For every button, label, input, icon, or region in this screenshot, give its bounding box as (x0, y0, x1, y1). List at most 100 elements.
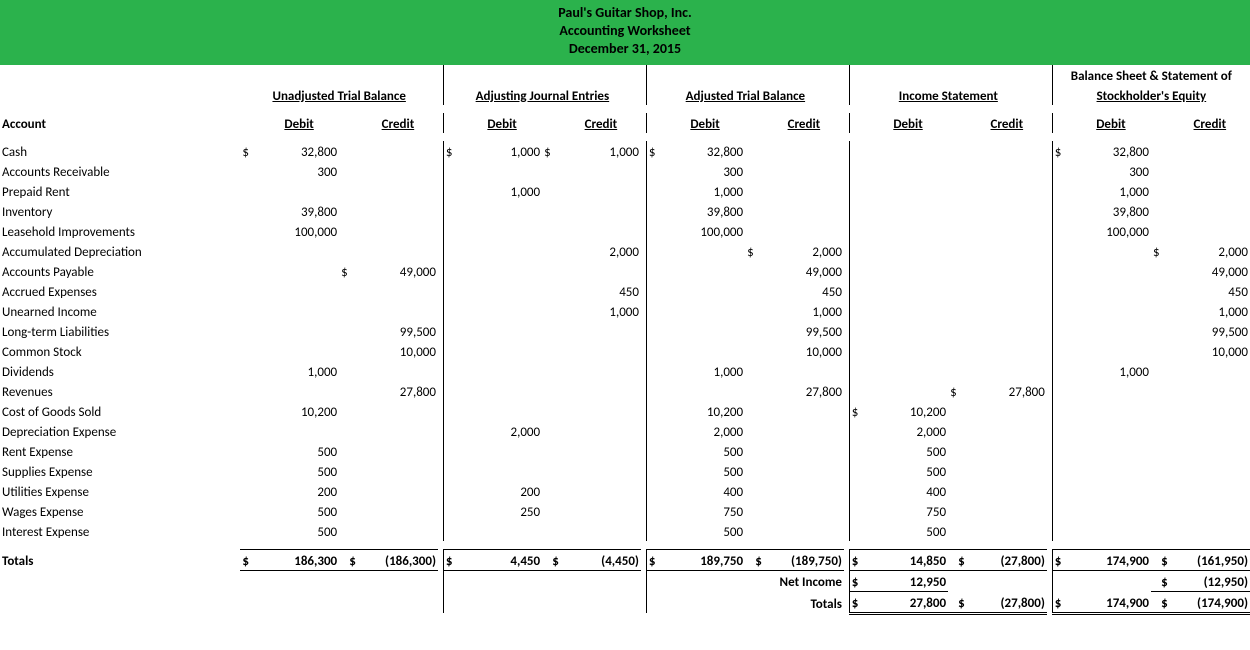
cell-value (358, 461, 438, 481)
cell-value: 10,000 (764, 341, 844, 361)
cell-value (259, 181, 339, 201)
cell-value: 49,000 (1170, 261, 1250, 281)
section-header-adjusting: Adjusting Journal Entries (443, 65, 641, 105)
cell-value (1170, 501, 1250, 521)
cell-value (1071, 521, 1151, 541)
cell-value (358, 221, 438, 241)
cell-value (1071, 421, 1151, 441)
cell-value (462, 381, 542, 401)
col-debit-5: Debit (1071, 113, 1151, 133)
cell-value (561, 501, 641, 521)
cell-value (764, 201, 844, 221)
cell-value (561, 321, 641, 341)
account-name: Interest Expense (0, 521, 240, 541)
cell-value (967, 501, 1047, 521)
cell-value (1071, 241, 1151, 261)
cell-value (1071, 401, 1151, 421)
cell-value (1170, 161, 1250, 181)
cell-value (561, 521, 641, 541)
cell-value (967, 441, 1047, 461)
cell-value: 750 (665, 501, 745, 521)
cell-value (259, 281, 339, 301)
cell-value (358, 501, 438, 521)
cell-value: 500 (868, 441, 948, 461)
final-totals-s4c: (27,800) (967, 591, 1047, 613)
cell-value (358, 201, 438, 221)
account-row: Revenues27,80027,800$27,800 (0, 381, 1250, 401)
cell-value: 1,000 (665, 361, 745, 381)
cell-value: 2,000 (561, 241, 641, 261)
totals-s2c: (4,450) (561, 549, 641, 570)
cell-value (1170, 481, 1250, 501)
cell-value (561, 401, 641, 421)
cell-value: 99,500 (358, 321, 438, 341)
header-line2: Accounting Worksheet (0, 22, 1250, 40)
cell-value (764, 221, 844, 241)
cell-value (1170, 381, 1250, 401)
cell-value (358, 241, 438, 261)
cell-value (967, 481, 1047, 501)
cell-value: 450 (561, 281, 641, 301)
cell-value (967, 401, 1047, 421)
cell-value (462, 301, 542, 321)
cell-value (358, 401, 438, 421)
cell-value (868, 321, 948, 341)
cell-value (462, 281, 542, 301)
cell-value: 300 (665, 161, 745, 181)
account-row: Accounts Receivable300300300 (0, 161, 1250, 181)
account-row: Rent Expense500500500 (0, 441, 1250, 461)
cell-value (1071, 321, 1151, 341)
cell-value: 2,000 (764, 241, 844, 261)
cell-value (259, 301, 339, 321)
cell-value: 1,000 (1170, 301, 1250, 321)
cell-value: 27,800 (358, 381, 438, 401)
col-debit-1: Debit (259, 113, 339, 133)
cell-value (462, 261, 542, 281)
cell-value (1071, 481, 1151, 501)
account-name: Depreciation Expense (0, 421, 240, 441)
cell-value (868, 141, 948, 161)
account-row: Dividends1,0001,0001,000 (0, 361, 1250, 381)
totals-s1d: 186,300 (259, 549, 339, 570)
cell-value: 500 (665, 441, 745, 461)
cell-value: 500 (259, 501, 339, 521)
cell-value: 2,000 (665, 421, 745, 441)
final-totals-label: Totals (745, 591, 844, 613)
cell-value (967, 521, 1047, 541)
cell-value: 450 (764, 281, 844, 301)
account-row: Prepaid Rent1,0001,0001,000 (0, 181, 1250, 201)
totals-s5c: (161,950) (1170, 549, 1250, 570)
cell-value (1071, 301, 1151, 321)
cell-value: 500 (665, 461, 745, 481)
cell-value: 32,800 (259, 141, 339, 161)
account-row: Interest Expense500500500 (0, 521, 1250, 541)
account-name: Supplies Expense (0, 461, 240, 481)
cell-value (1170, 141, 1250, 161)
cell-value (868, 341, 948, 361)
cell-value: 10,200 (665, 401, 745, 421)
cell-value: 400 (868, 481, 948, 501)
cell-value: 39,800 (259, 201, 339, 221)
totals-s1c: (186,300) (358, 549, 438, 570)
cell-value: 450 (1170, 281, 1250, 301)
cell-value (561, 261, 641, 281)
account-row: Wages Expense500250750750 (0, 501, 1250, 521)
worksheet-header: Paul's Guitar Shop, Inc. Accounting Work… (0, 0, 1250, 65)
col-credit-3: Credit (764, 113, 844, 133)
account-row: Common Stock10,00010,00010,000 (0, 341, 1250, 361)
account-name: Unearned Income (0, 301, 240, 321)
cell-value: 10,000 (1170, 341, 1250, 361)
cell-value (259, 341, 339, 361)
cell-value (665, 241, 745, 261)
cell-value (967, 201, 1047, 221)
cell-value (764, 441, 844, 461)
cell-value (665, 261, 745, 281)
cell-value: 300 (259, 161, 339, 181)
cell-value (561, 381, 641, 401)
cell-value (868, 161, 948, 181)
cell-value (967, 241, 1047, 261)
cell-value (967, 161, 1047, 181)
cell-value: 500 (868, 521, 948, 541)
cell-value: 49,000 (764, 261, 844, 281)
cell-value (665, 301, 745, 321)
